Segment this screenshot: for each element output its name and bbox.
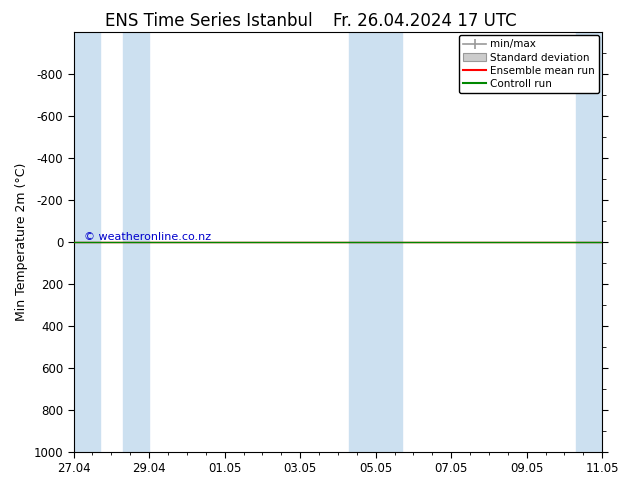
Y-axis label: Min Temperature 2m (°C): Min Temperature 2m (°C) [15, 163, 28, 321]
Text: © weatheronline.co.nz: © weatheronline.co.nz [84, 232, 211, 242]
Bar [349, 32, 376, 452]
Bar [576, 32, 602, 452]
Text: ENS Time Series Istanbul: ENS Time Series Istanbul [105, 12, 313, 30]
Text: Fr. 26.04.2024 17 UTC: Fr. 26.04.2024 17 UTC [333, 12, 517, 30]
Bar [123, 32, 149, 452]
Bar [376, 32, 402, 452]
Legend: min/max, Standard deviation, Ensemble mean run, Controll run: min/max, Standard deviation, Ensemble me… [459, 35, 599, 93]
Bar [74, 32, 100, 452]
